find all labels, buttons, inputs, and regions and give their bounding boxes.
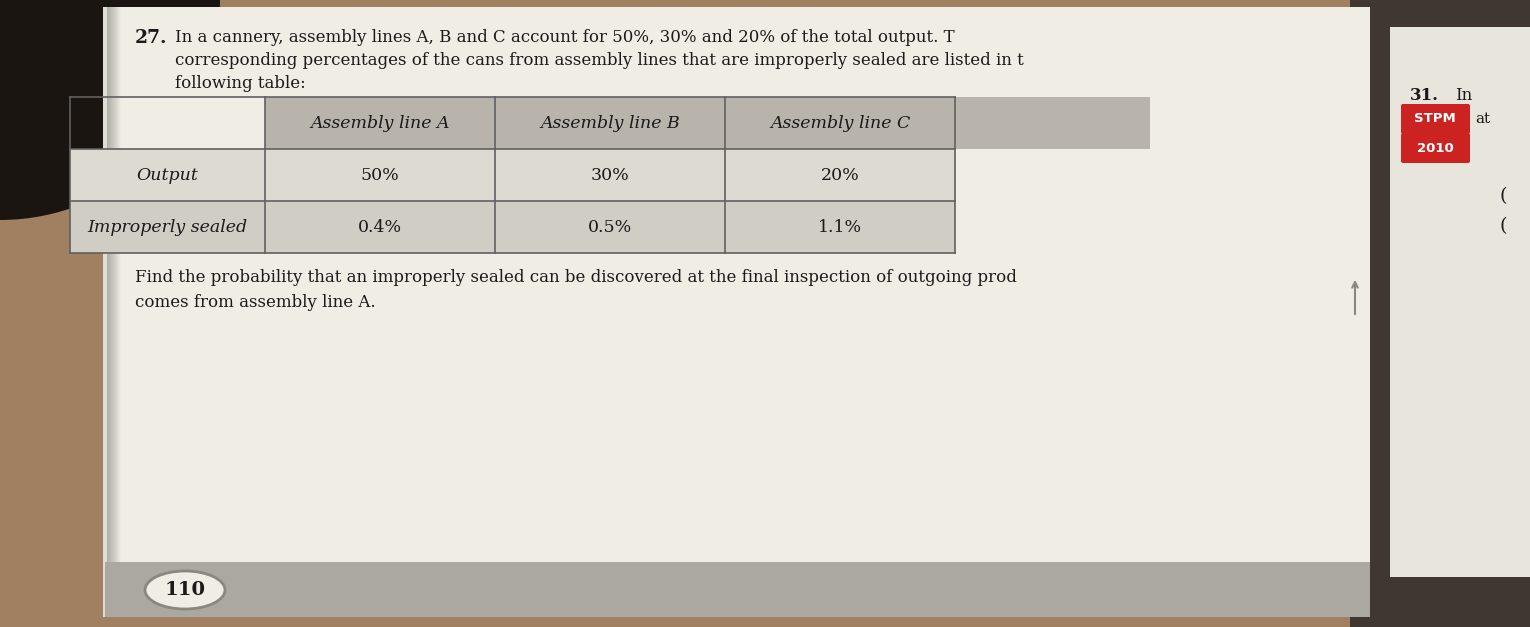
Bar — [110, 7, 112, 617]
Text: 50%: 50% — [361, 167, 399, 184]
FancyBboxPatch shape — [1401, 104, 1470, 134]
Text: 110: 110 — [165, 581, 205, 599]
Bar — [106, 562, 1369, 617]
Text: (: ( — [1499, 187, 1507, 205]
Bar — [113, 7, 115, 617]
Bar — [70, 201, 955, 253]
Bar — [106, 7, 1369, 617]
Ellipse shape — [145, 571, 225, 609]
Bar — [106, 7, 109, 617]
Bar — [118, 7, 119, 617]
Text: 1.1%: 1.1% — [819, 218, 861, 236]
Text: 0.5%: 0.5% — [588, 218, 632, 236]
Text: 27.: 27. — [135, 29, 167, 47]
Bar — [119, 7, 121, 617]
Text: (: ( — [1499, 217, 1507, 235]
Bar — [106, 7, 107, 617]
Bar — [265, 97, 1151, 149]
Bar — [70, 149, 955, 201]
Text: comes from assembly line A.: comes from assembly line A. — [135, 294, 376, 311]
Text: corresponding percentages of the cans from assembly lines that are improperly se: corresponding percentages of the cans fr… — [174, 52, 1024, 69]
Bar — [103, 7, 107, 617]
Bar — [112, 7, 113, 617]
Text: Improperly sealed: Improperly sealed — [87, 218, 248, 236]
Text: 2010: 2010 — [1417, 142, 1453, 154]
Bar — [112, 7, 115, 617]
Text: at: at — [1475, 112, 1490, 126]
Bar — [116, 7, 118, 617]
Bar — [109, 7, 110, 617]
Text: Assembly line A: Assembly line A — [311, 115, 450, 132]
Text: 31.: 31. — [1411, 87, 1440, 104]
Text: 20%: 20% — [820, 167, 860, 184]
Text: 30%: 30% — [591, 167, 629, 184]
Text: Output: Output — [136, 167, 199, 184]
Bar — [115, 7, 116, 617]
Bar — [1349, 0, 1530, 627]
Text: In a cannery, assembly lines A, B and C account for 50%, 30% and 20% of the tota: In a cannery, assembly lines A, B and C … — [174, 29, 955, 46]
Text: Assembly line B: Assembly line B — [540, 115, 679, 132]
Bar — [115, 7, 116, 617]
Text: following table:: following table: — [174, 75, 306, 92]
Bar — [116, 7, 119, 617]
Wedge shape — [0, 0, 220, 220]
FancyBboxPatch shape — [1401, 133, 1470, 163]
Bar — [1389, 27, 1530, 577]
Text: Assembly line C: Assembly line C — [770, 115, 910, 132]
Text: STPM: STPM — [1414, 112, 1457, 125]
Text: 0.4%: 0.4% — [358, 218, 402, 236]
Bar — [107, 7, 109, 617]
Text: In: In — [1455, 87, 1472, 104]
Text: Find the probability that an improperly sealed can be discovered at the final in: Find the probability that an improperly … — [135, 269, 1017, 286]
Bar — [109, 7, 112, 617]
